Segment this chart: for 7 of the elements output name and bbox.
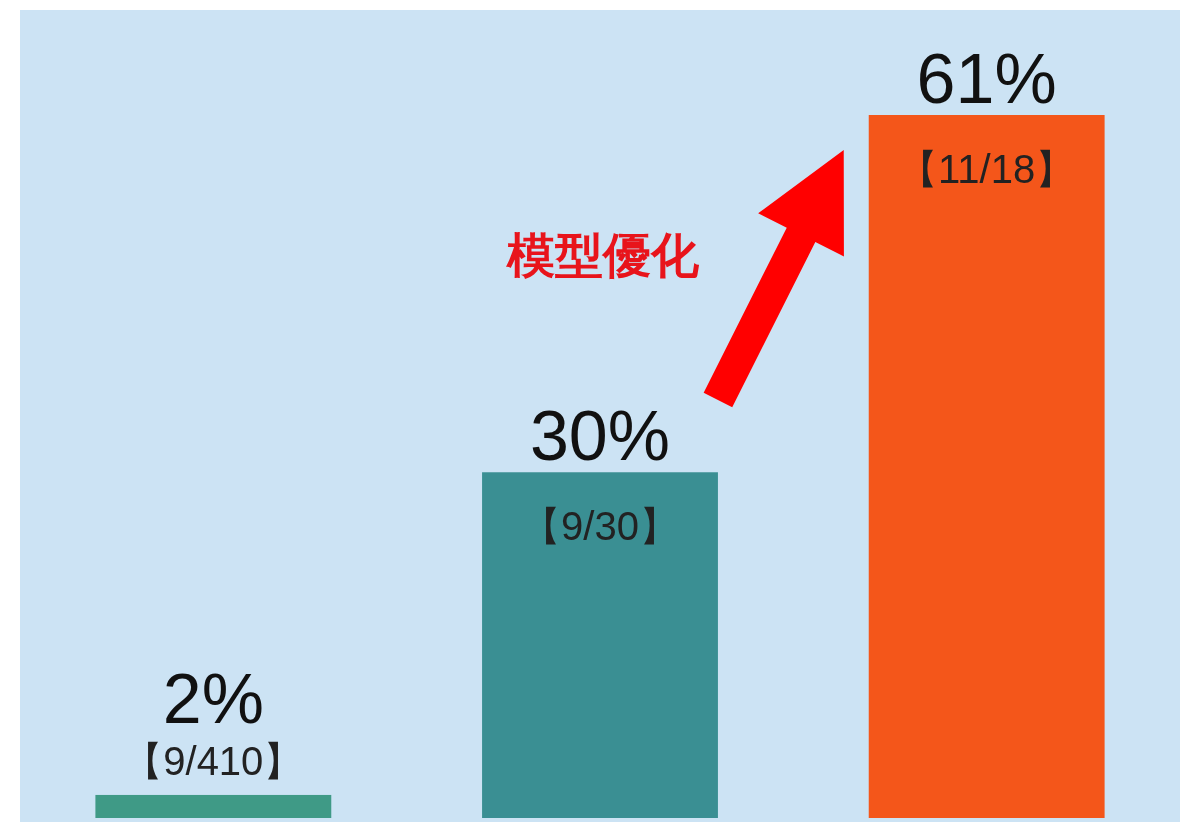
data-label: 2% [162, 659, 264, 738]
annotation: 【9/30】 [521, 504, 679, 549]
data-label: 30% [529, 397, 671, 476]
data-label: 61% [916, 40, 1057, 118]
annotation: 模型優化 [505, 229, 700, 282]
annotation: 【9/410】 [123, 738, 304, 783]
annotation: 【11/18】 [898, 147, 1076, 191]
